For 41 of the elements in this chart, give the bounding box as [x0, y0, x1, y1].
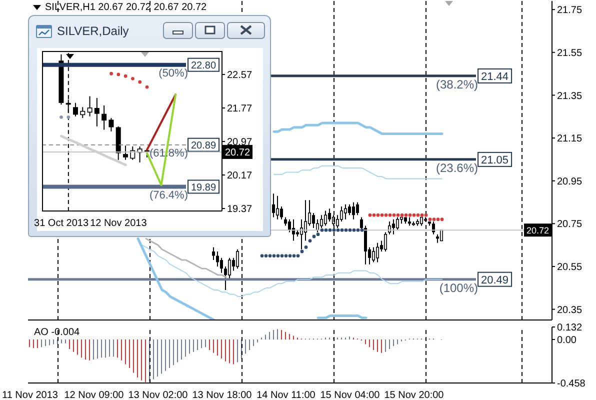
annotation: (38.2%) — [436, 78, 478, 92]
x-tick-label: 31 Oct 2013 — [34, 218, 89, 230]
x-tick-label: 11 Nov 2013 — [2, 390, 58, 400]
y-tick-label: 21.77 — [227, 104, 252, 115]
y-tick-label: 0.132 — [557, 322, 582, 334]
y-tick-label: 19.37 — [227, 204, 252, 216]
y-tick-label: 20.95 — [557, 176, 582, 188]
ref-line-label: 20.89 — [190, 140, 216, 152]
y-tick-label: 20.17 — [227, 170, 252, 182]
ref-line-label: 22.80 — [190, 60, 216, 72]
annotation: (100%) — [439, 280, 478, 295]
y-tick-label: 20.35 — [557, 304, 582, 316]
x-tick-label: 14 Nov 11:00 — [256, 390, 316, 400]
annotation: (50%) — [158, 68, 188, 80]
x-tick-label: 12 Nov 09:00 — [64, 390, 124, 400]
chart-title: SILVER,Daily — [57, 24, 129, 38]
x-tick-label: 15 Nov 04:00 — [320, 390, 380, 400]
y-tick-label: 20.75 — [557, 219, 582, 230]
x-tick-label: 15 Nov 20:00 — [384, 390, 444, 400]
x-tick-label: 13 Nov 18:00 — [192, 390, 252, 400]
annotation: (76.4%) — [149, 190, 188, 202]
x-tick-label: 12 Nov 2013 — [90, 218, 148, 230]
ref-line-label: 20.72 — [526, 225, 550, 236]
y-tick-label: 22.57 — [227, 70, 252, 82]
ref-line-label: 20.49 — [481, 274, 509, 286]
y-tick-label: 21.55 — [557, 48, 582, 59]
x-tick-label: 13 Nov 02:00 — [128, 390, 188, 400]
y-tick-label: 20.55 — [557, 262, 582, 274]
y-tick-label: -0.458 — [557, 378, 586, 390]
chart-title: AO -0.004 — [34, 327, 80, 338]
y-tick-label: 21.35 — [557, 90, 582, 102]
annotation: (23.6%) — [436, 161, 478, 176]
ref-line-label: 21.44 — [481, 70, 509, 83]
ref-line-label: 21.05 — [481, 154, 509, 166]
y-tick-label: 0.00 — [557, 335, 577, 346]
ref-line-label: 19.89 — [190, 182, 216, 194]
y-tick-label: 21.75 — [557, 5, 582, 16]
y-tick-label: 20.97 — [227, 137, 252, 148]
ref-line-label: 20.72 — [224, 148, 250, 159]
chart-title: SILVER,H1 20.67 20.72 20.67 20.72 — [45, 2, 207, 13]
y-tick-label: 21.15 — [557, 134, 582, 145]
